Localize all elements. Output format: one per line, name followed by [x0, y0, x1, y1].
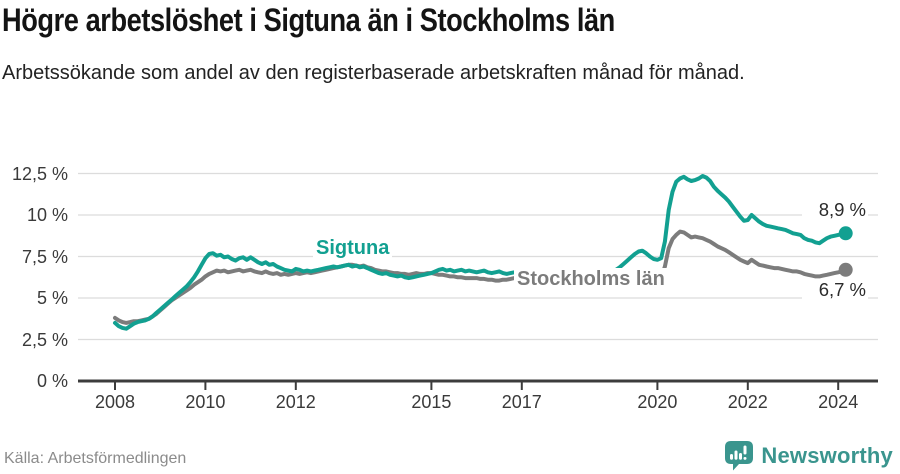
page-title: Högre arbetslöshet i Sigtuna än i Stockh…: [2, 2, 615, 38]
newsworthy-logo-icon: [725, 441, 754, 471]
series-line-stockholms-län: [113, 229, 848, 325]
series-label-sigtuna: Sigtuna: [313, 237, 393, 260]
end-value-label-stockholm: 6,7 %: [802, 279, 868, 301]
bar-chart-glyph: [730, 454, 734, 460]
newsworthy-wordmark: Newsworthy: [761, 443, 893, 468]
end-value-label-sigtuna: 8,9 %: [802, 199, 868, 221]
newsworthy-logo[interactable]: Newsworthy: [725, 441, 893, 471]
series-endpoint-stockholms-län: [838, 262, 853, 277]
series-endpoint-sigtuna: [838, 226, 853, 241]
exclamation-glyph: [743, 445, 747, 455]
chart-subtitle: Arbetssökande som andel av den registerb…: [2, 62, 745, 84]
series-line-sigtuna: [113, 174, 848, 331]
series-label-stockholm: Stockholms län: [514, 268, 668, 291]
source-credit: Källa: Arbetsförmedlingen: [4, 450, 187, 467]
